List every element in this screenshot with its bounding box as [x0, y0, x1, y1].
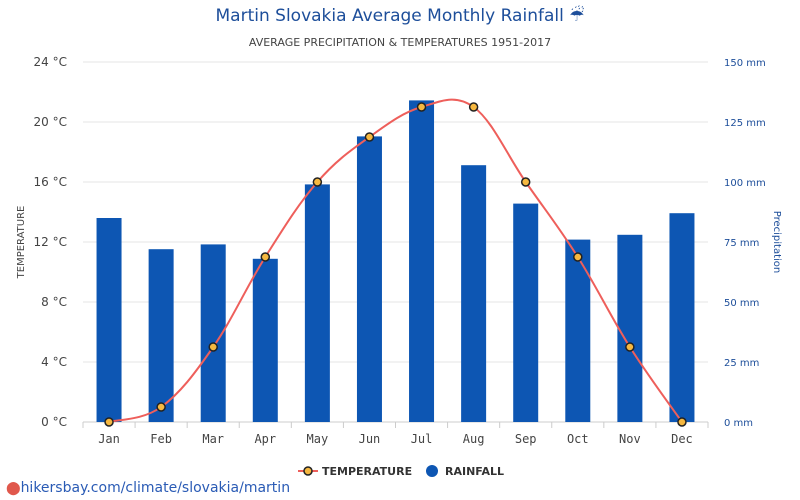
temperature-point[interactable]	[364, 132, 375, 142]
left-axis-ticks: 0 °C 4 °C 8 °C 12 °C 16 °C 20 °C 24 °C	[34, 55, 67, 429]
temperature-point[interactable]	[104, 417, 114, 427]
temperature-point[interactable]	[260, 252, 271, 262]
legend-temperature-label[interactable]: TEMPERATURE	[322, 465, 412, 478]
rainfall-bar[interactable]	[617, 234, 643, 422]
right-tick-label: 125 mm	[724, 118, 766, 129]
right-tick-label: 150 mm	[724, 58, 766, 69]
x-tick-label: May	[307, 432, 329, 446]
chart-subtitle: AVERAGE PRECIPITATION & TEMPERATURES 195…	[248, 36, 552, 49]
temperature-point[interactable]	[625, 342, 635, 352]
rainfall-bar[interactable]	[409, 100, 435, 423]
rainfall-bar[interactable]	[304, 184, 330, 422]
right-tick-label: 100 mm	[724, 178, 766, 189]
left-tick-label: 4 °C	[41, 355, 67, 369]
left-tick-label: 16 °C	[34, 175, 67, 189]
right-tick-label: 75 mm	[724, 238, 759, 249]
rainfall-bar[interactable]	[565, 239, 591, 422]
x-tick-label: Jun	[359, 432, 381, 446]
temperature-point[interactable]	[573, 252, 583, 262]
temperature-line	[104, 98, 687, 427]
grid-lines	[83, 61, 708, 423]
rainfall-bars	[96, 100, 695, 423]
right-tick-label: 0 mm	[724, 418, 753, 429]
x-tick-label: Oct	[567, 432, 589, 446]
rainfall-bar[interactable]	[461, 165, 487, 422]
temperature-point[interactable]	[208, 342, 218, 352]
x-tick-label: Apr	[254, 432, 276, 446]
chart-title: Martin Slovakia Average Monthly Rainfall…	[215, 6, 585, 26]
x-tick-label: Jan	[98, 432, 120, 446]
temperature-point[interactable]	[520, 177, 531, 187]
rainfall-bar[interactable]	[252, 258, 278, 422]
rainfall-bar[interactable]	[148, 249, 174, 422]
rainfall-bar[interactable]	[356, 136, 382, 422]
temperature-line-path	[108, 98, 683, 423]
right-axis-label: Precipitation	[771, 211, 782, 274]
temperature-point[interactable]	[468, 102, 479, 112]
rainfall-bar[interactable]	[669, 213, 695, 422]
temperature-point[interactable]	[416, 102, 427, 112]
left-tick-label: 0 °C	[41, 415, 67, 429]
right-tick-label: 50 mm	[724, 298, 759, 309]
left-axis-label: TEMPERATURE	[16, 206, 27, 280]
map-pin-icon: ⬤	[6, 481, 21, 496]
left-tick-label: 8 °C	[41, 295, 67, 309]
footer-text: hikersbay.com/climate/slovakia/martin	[20, 480, 291, 496]
x-axis-ticks: Jan Feb Mar Apr May Jun Jul Aug Sep Oct Nov Dec	[82, 422, 709, 446]
rainfall-bar[interactable]	[96, 218, 122, 422]
x-tick-label: Mar	[202, 432, 224, 446]
left-tick-label: 12 °C	[34, 235, 67, 249]
x-tick-label: Dec	[671, 432, 693, 446]
temperature-point[interactable]	[156, 402, 166, 412]
x-tick-label: Feb	[150, 432, 172, 446]
right-tick-label: 25 mm	[724, 358, 759, 369]
right-axis-ticks: 0 mm 25 mm 50 mm 75 mm 100 mm 125 mm 150 mm	[724, 58, 766, 429]
temperature-point[interactable]	[312, 177, 323, 187]
left-tick-label: 20 °C	[34, 115, 67, 129]
footer-link[interactable]: ⬤hikersbay.com/climate/slovakia/martin	[6, 480, 290, 496]
legend-rainfall-label[interactable]: RAINFALL	[445, 465, 504, 478]
x-tick-label: Aug	[463, 432, 485, 446]
x-tick-label: Sep	[515, 432, 537, 446]
x-tick-label: Nov	[619, 432, 641, 446]
legend: TEMPERATURE RAINFALL	[298, 465, 504, 478]
x-tick-label: Jul	[411, 432, 433, 446]
legend-rainfall-swatch	[426, 465, 438, 477]
temperature-point[interactable]	[677, 417, 687, 427]
left-tick-label: 24 °C	[34, 55, 67, 69]
rainfall-bar[interactable]	[513, 203, 539, 422]
legend-temperature-marker	[303, 466, 313, 476]
